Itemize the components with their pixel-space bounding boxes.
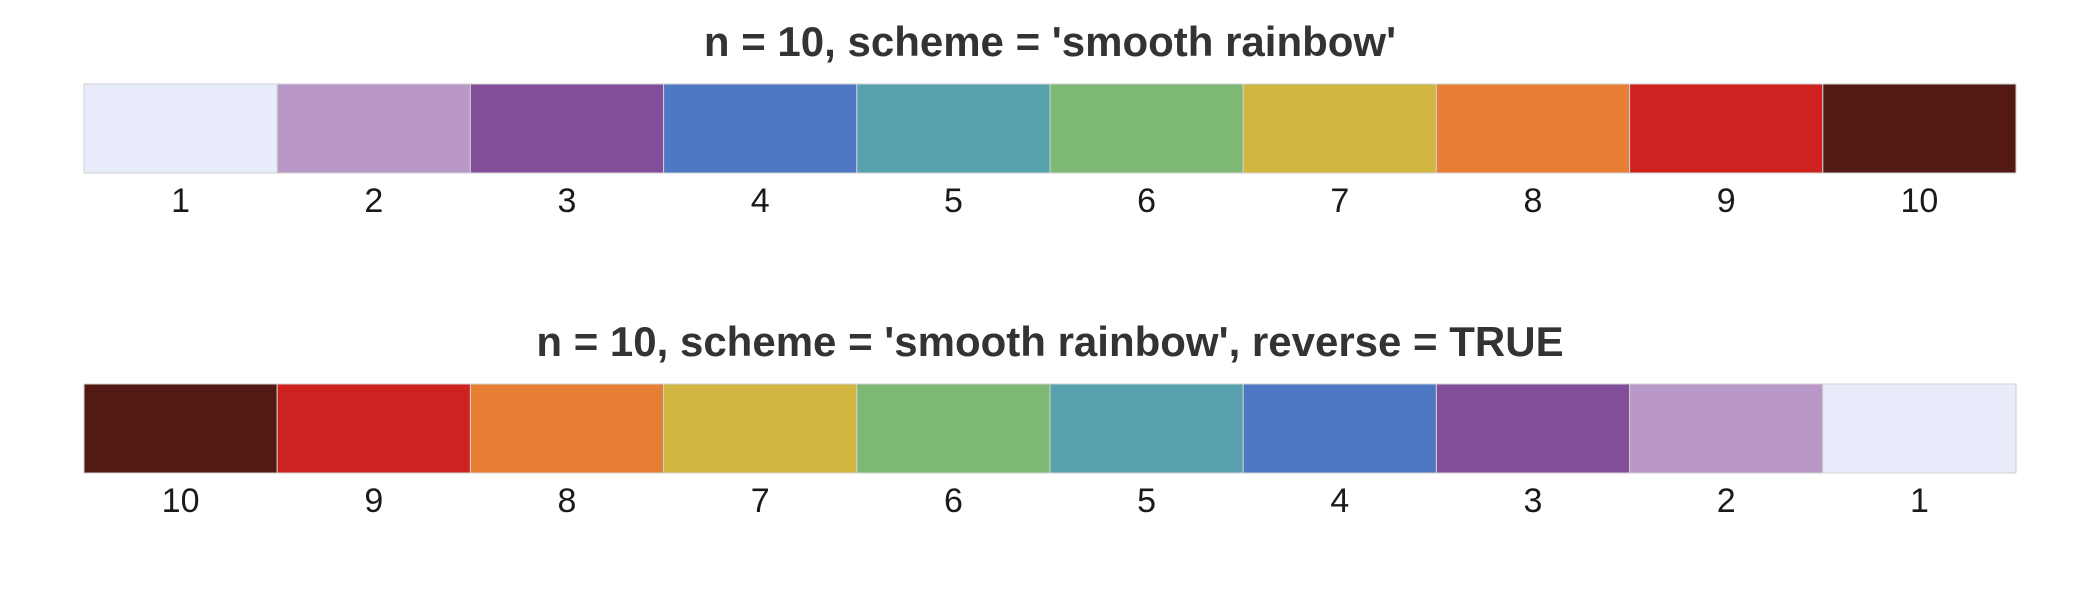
swatch-reversed-8 bbox=[469, 383, 665, 474]
swatch-label-reversed-3: 3 bbox=[1524, 482, 1543, 520]
swatch-label-normal-6: 6 bbox=[1137, 182, 1156, 220]
swatch-normal-7 bbox=[1242, 83, 1437, 174]
swatch-normal-9 bbox=[1629, 83, 1824, 174]
swatch-label-normal-5: 5 bbox=[944, 182, 963, 220]
swatch-label-reversed-10: 10 bbox=[162, 482, 200, 520]
swatch-label-reversed-8: 8 bbox=[558, 482, 577, 520]
swatch-label-normal-1: 1 bbox=[171, 182, 190, 220]
swatch-label-reversed-9: 9 bbox=[364, 482, 383, 520]
swatch-reversed-9 bbox=[276, 383, 471, 474]
swatch-label-normal-4: 4 bbox=[751, 182, 770, 220]
swatch-reversed-3 bbox=[1435, 383, 1631, 474]
swatch-normal-6 bbox=[1049, 83, 1244, 174]
swatch-reversed-2 bbox=[1629, 383, 1824, 474]
swatch-label-normal-8: 8 bbox=[1524, 182, 1543, 220]
swatch-row-normal: 1 2 3 4 5 6 7 8 9 10 bbox=[83, 83, 2017, 220]
panel-reversed: n = 10, scheme = 'smooth rainbow', rever… bbox=[83, 318, 2017, 520]
swatch-label-reversed-1: 1 bbox=[1910, 482, 1929, 520]
swatch-label-reversed-7: 7 bbox=[751, 482, 770, 520]
panel-title-reversed: n = 10, scheme = 'smooth rainbow', rever… bbox=[536, 318, 1563, 365]
swatch-reversed-4 bbox=[1242, 383, 1437, 474]
swatch-normal-4 bbox=[663, 83, 858, 174]
swatch-normal-8 bbox=[1435, 83, 1631, 174]
swatch-reversed-5 bbox=[1049, 383, 1244, 474]
swatch-label-reversed-4: 4 bbox=[1330, 482, 1349, 520]
swatch-normal-3 bbox=[469, 83, 665, 174]
swatch-label-reversed-6: 6 bbox=[944, 482, 963, 520]
swatch-reversed-7 bbox=[663, 383, 858, 474]
swatch-label-reversed-2: 2 bbox=[1717, 482, 1736, 520]
swatch-label-normal-2: 2 bbox=[364, 182, 383, 220]
panel-normal: n = 10, scheme = 'smooth rainbow' 1 2 3 4 5 6… bbox=[83, 18, 2017, 220]
swatch-normal-2 bbox=[276, 83, 471, 174]
panel-title-normal: n = 10, scheme = 'smooth rainbow' bbox=[704, 18, 1396, 65]
swatch-label-normal-10: 10 bbox=[1900, 182, 1938, 220]
swatch-reversed-1 bbox=[1822, 383, 2017, 474]
swatch-reversed-6 bbox=[856, 383, 1051, 474]
swatch-label-normal-9: 9 bbox=[1717, 182, 1736, 220]
swatch-label-normal-7: 7 bbox=[1330, 182, 1349, 220]
swatch-reversed-10 bbox=[83, 383, 278, 474]
swatch-normal-5 bbox=[856, 83, 1051, 174]
swatch-normal-10 bbox=[1822, 83, 2017, 174]
swatch-normal-1 bbox=[83, 83, 278, 174]
swatch-label-normal-3: 3 bbox=[558, 182, 577, 220]
swatch-label-reversed-5: 5 bbox=[1137, 482, 1156, 520]
swatch-row-reversed: 10 9 8 7 6 5 4 3 2 1 bbox=[83, 383, 2017, 520]
